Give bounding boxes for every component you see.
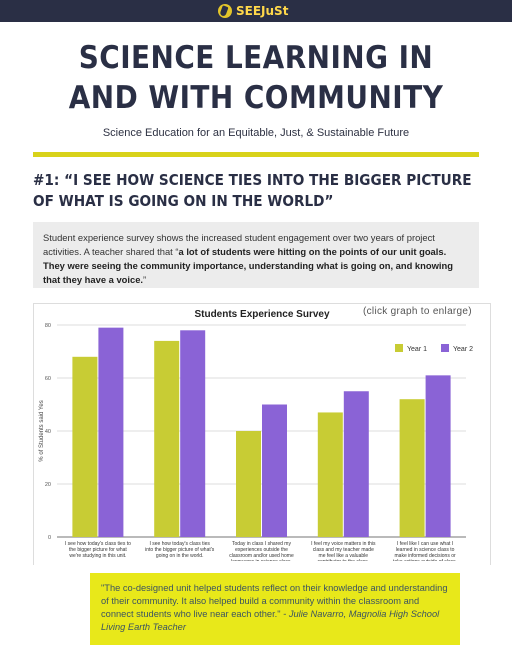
legend-swatch bbox=[441, 344, 449, 352]
y-tick-label: 60 bbox=[45, 376, 51, 382]
bar-year-1 bbox=[154, 340, 180, 537]
survey-chart[interactable]: Students Experience Survey 0 20 40 60 80 % of … bbox=[33, 303, 491, 565]
testimonial-quote: "The co-designed unit helped students re… bbox=[90, 573, 460, 645]
x-category-label-line: Today in class I shared my bbox=[232, 541, 291, 547]
x-category-label-line: into the bigger picture of what's bbox=[145, 547, 215, 553]
x-category-label-line: learned in science class to bbox=[396, 547, 455, 553]
x-category-label-line: going on in the world. bbox=[156, 553, 204, 559]
x-category-label-line: classroom and/or used home bbox=[229, 553, 294, 559]
bar-year-2 bbox=[425, 375, 451, 537]
bar-year-1 bbox=[317, 412, 343, 537]
info-bold-quote: a lot of students were hitting on the po… bbox=[43, 246, 453, 285]
y-tick-label: 0 bbox=[48, 535, 51, 541]
legend-swatch bbox=[395, 344, 403, 352]
chart-title: Students Experience Survey bbox=[194, 309, 329, 320]
quote-author: - Julie Navarro, Magnolia High School Li… bbox=[101, 609, 440, 632]
x-category-label: I see how today's class ties into the big… bbox=[145, 541, 215, 559]
x-category-label-line: I feel my voice matters in this bbox=[311, 541, 376, 547]
bar-year-2 bbox=[262, 404, 287, 537]
label-clip bbox=[34, 561, 490, 565]
info-text: Student experience survey shows the incr… bbox=[43, 232, 435, 257]
x-category-label-line: class and my teacher made bbox=[313, 547, 374, 553]
logo[interactable]: SEEJuSt bbox=[218, 3, 288, 19]
x-category-label-line: I see how today's class ties bbox=[149, 541, 210, 547]
section-heading: #1: “I SEE HOW SCIENCE TIES INTO THE BIG… bbox=[33, 171, 472, 210]
enlarge-note: (click graph to enlarge) bbox=[363, 306, 472, 317]
bar-year-1 bbox=[236, 431, 261, 537]
y-axis-label: % of Students said Yes bbox=[39, 400, 45, 461]
quote-text: "The co-designed unit helped students re… bbox=[101, 583, 448, 619]
chart-svg[interactable]: Students Experience Survey 0 20 40 60 80 % of … bbox=[33, 303, 491, 565]
x-category-label-line: make informed decisions or bbox=[395, 553, 456, 559]
info-text-end: ” bbox=[143, 274, 147, 285]
x-category-label-line: we're studying in this unit. bbox=[69, 553, 126, 559]
divider bbox=[33, 152, 479, 157]
info-box: Student experience survey shows the incr… bbox=[33, 222, 479, 288]
bar-year-2 bbox=[343, 391, 369, 537]
logo-text: SEEJuSt bbox=[236, 4, 289, 18]
x-category-label-line: I see how today's class ties to bbox=[65, 541, 131, 547]
bar-year-2 bbox=[180, 330, 206, 537]
y-tick-label: 80 bbox=[45, 323, 51, 329]
x-category-label-line: experiences outside the bbox=[235, 547, 288, 553]
x-category-label-line: I feel like I can use what I bbox=[397, 541, 453, 547]
seejust-logo-icon bbox=[218, 4, 232, 18]
x-category-label-line: the bigger picture for what bbox=[69, 547, 127, 553]
top-bar: SEEJuSt bbox=[0, 0, 512, 22]
bar-year-1 bbox=[72, 356, 98, 537]
legend-label: Year 1 bbox=[407, 346, 427, 353]
bar-year-1 bbox=[399, 399, 425, 537]
y-tick-label: 20 bbox=[45, 482, 51, 488]
bar-year-2 bbox=[98, 327, 124, 537]
page-title: SCIENCE LEARNING IN AND WITH COMMUNITY bbox=[68, 40, 444, 116]
y-tick-label: 40 bbox=[45, 429, 51, 435]
x-category-label-line: me feel like a valuable bbox=[319, 553, 369, 559]
legend-label: Year 2 bbox=[453, 346, 473, 353]
page-subtitle: Science Education for an Equitable, Just… bbox=[0, 127, 512, 139]
subtitle-text: Science Education for an Equitable, Just… bbox=[102, 127, 410, 139]
x-category-label: I see how today's class ties to the bigge… bbox=[65, 541, 131, 559]
